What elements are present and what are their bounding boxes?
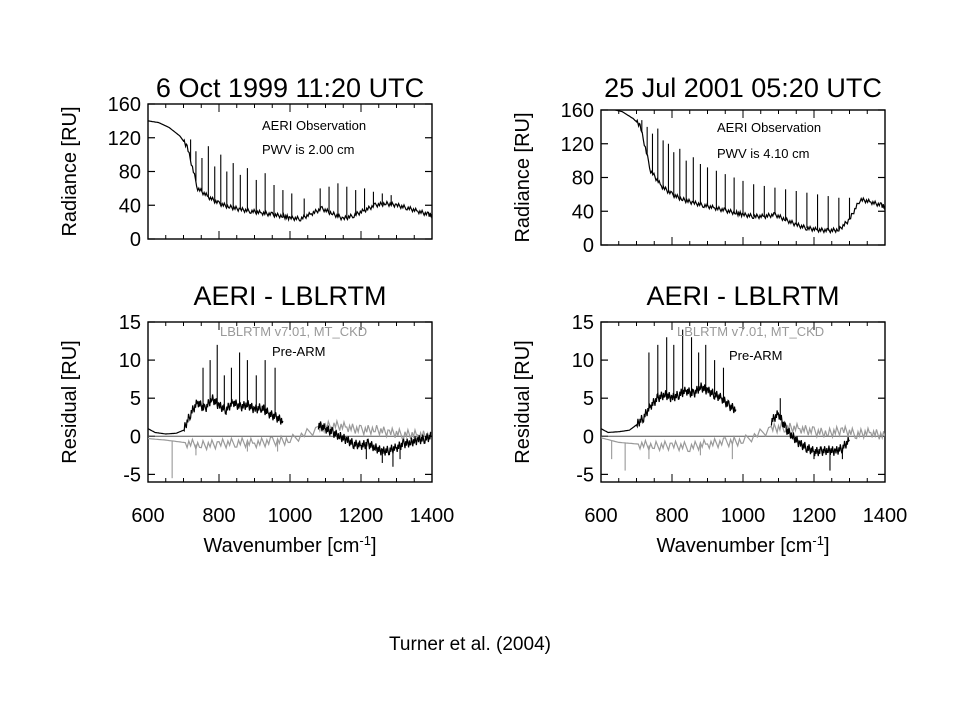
x-tick-label: 1000 [721, 505, 766, 527]
series-observation [148, 120, 432, 223]
y-tick-label: 40 [119, 195, 141, 217]
panel-title: 6 Oct 1999 11:20 UTC [156, 73, 424, 103]
y-tick-label: 15 [572, 312, 594, 334]
series-pre-arm [317, 421, 432, 467]
citation: Turner et al. (2004) [389, 634, 551, 655]
legend-label: LBLRTM v7.01, MT_CKD [220, 324, 367, 339]
x-tick-label: 1400 [863, 505, 908, 527]
y-axis-label: Residual [RU] [59, 340, 81, 463]
y-tick-label: 10 [572, 350, 594, 372]
x-tick-label: 600 [584, 505, 617, 527]
x-tick-label: 1400 [410, 505, 455, 527]
legend-label: LBLRTM v7.01, MT_CKD [677, 324, 824, 339]
y-axis-label: Residual [RU] [512, 340, 534, 463]
y-tick-label: -5 [123, 464, 141, 486]
y-tick-label: 10 [119, 350, 141, 372]
y-axis-label: Radiance [RU] [59, 106, 81, 236]
annotation: PWV is 4.10 cm [717, 146, 809, 161]
panel-title: AERI - LBLRTM [646, 281, 839, 311]
series-line [148, 394, 284, 435]
x-tick-label: 800 [655, 505, 688, 527]
panel-residual_2001: AERI - LBLRTM -5 0 5 10 15 600 800 1000 1200 1400 R… [512, 281, 907, 557]
y-tick-label: 80 [119, 162, 141, 184]
annotation: AERI Observation [717, 120, 821, 135]
x-tick-label: 1200 [339, 505, 384, 527]
legend-label: Pre-ARM [729, 348, 782, 363]
series-pre-arm [601, 329, 737, 434]
x-axis-label: Wavenumber [cm-1] [203, 533, 376, 558]
series-lblrtm [601, 420, 885, 471]
annotation: PWV is 2.00 cm [262, 142, 354, 157]
series-pre-arm [148, 344, 284, 435]
series-line [770, 410, 850, 457]
y-tick-label: 0 [583, 426, 594, 448]
x-tick-label: 600 [131, 505, 164, 527]
x-tick-label: 1000 [268, 505, 313, 527]
series-pre-arm [770, 398, 850, 471]
y-tick-label: 120 [108, 128, 141, 150]
panel-residual_1999: AERI - LBLRTM -5 0 5 10 15 600 800 1000 1200 1400 R… [59, 281, 454, 557]
y-tick-label: 120 [561, 134, 594, 156]
panel-radiance_1999: 6 Oct 1999 11:20 UTC 0 40 80 120 160 Radiance … [59, 73, 433, 251]
series-lblrtm [148, 418, 432, 479]
y-tick-label: -5 [576, 464, 594, 486]
x-tick-label: 1200 [792, 505, 837, 527]
y-tick-label: 40 [572, 201, 594, 223]
x-tick-label: 800 [202, 505, 235, 527]
y-tick-label: 160 [561, 100, 594, 122]
series-line [317, 421, 432, 456]
annotation: AERI Observation [262, 118, 366, 133]
series-line [148, 120, 432, 223]
panel-radiance_2001: 25 Jul 2001 05:20 UTC 0 40 80 120 160 Radiance… [512, 73, 886, 257]
y-tick-label: 15 [119, 312, 141, 334]
series-line [601, 382, 737, 434]
series-observation [612, 110, 885, 235]
y-tick-label: 0 [130, 426, 141, 448]
x-axis-label: Wavenumber [cm-1] [656, 533, 829, 558]
panel-title: 25 Jul 2001 05:20 UTC [604, 73, 882, 103]
panel-title: AERI - LBLRTM [193, 281, 386, 311]
y-tick-label: 80 [572, 168, 594, 190]
y-tick-label: 160 [108, 94, 141, 116]
y-tick-label: 5 [130, 388, 141, 410]
y-tick-label: 5 [583, 388, 594, 410]
y-axis-label: Radiance [RU] [512, 112, 534, 242]
y-tick-label: 0 [130, 229, 141, 251]
series-line [148, 418, 432, 452]
series-line [601, 420, 885, 453]
y-tick-label: 0 [583, 235, 594, 257]
legend-label: Pre-ARM [272, 344, 325, 359]
